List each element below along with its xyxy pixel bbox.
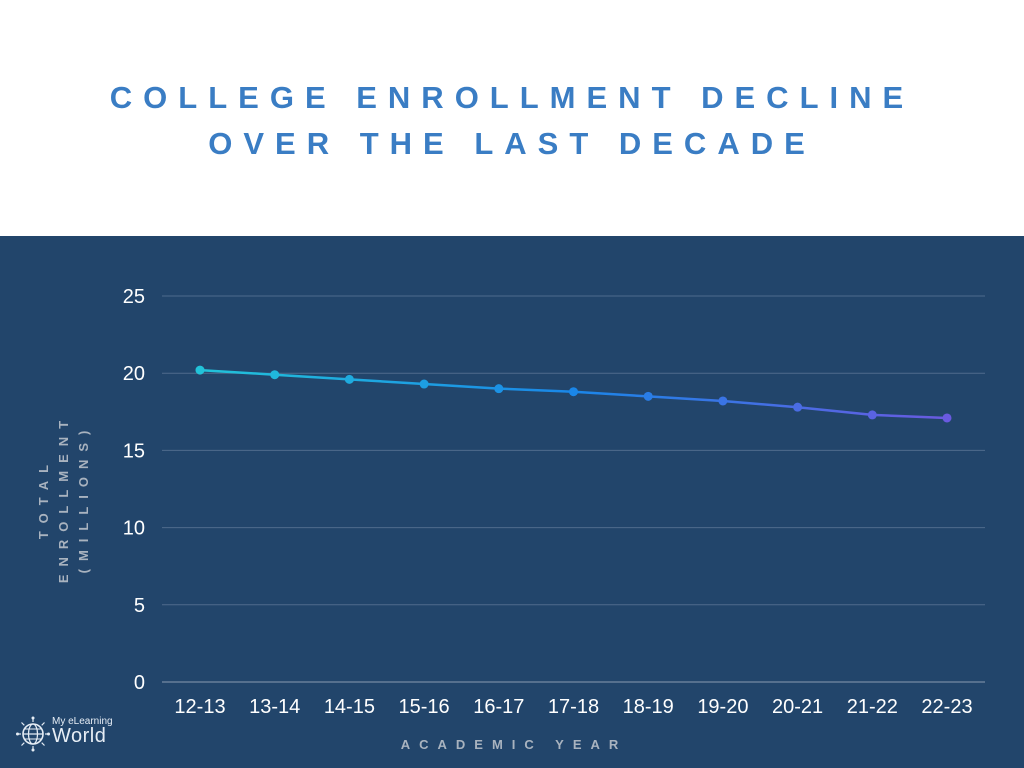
y-axis-title-line: (MILLIONS) (76, 423, 91, 574)
y-axis-title-line: TOTAL (36, 457, 51, 539)
data-point (793, 402, 803, 412)
data-point (344, 374, 354, 384)
x-axis-title: ACADEMIC YEAR (401, 737, 628, 752)
y-tick-label: 25 (123, 286, 145, 308)
series-points (195, 365, 952, 423)
chart-title-line-2: OVER THE LAST DECADE (208, 126, 816, 161)
title-area: COLLEGE ENROLLMENT DECLINE OVER THE LAST… (0, 0, 1024, 236)
x-tick-label: 20-21 (772, 696, 823, 718)
y-tick-label: 5 (134, 595, 145, 617)
x-tick-label: 15-16 (399, 696, 450, 718)
x-tick-label: 21-22 (847, 696, 898, 718)
y-axis-title: TOTAL ENROLLMENT (MILLIONS) (36, 413, 91, 583)
y-tick-label: 20 (123, 363, 145, 385)
data-point (942, 413, 952, 423)
x-tick-label: 18-19 (623, 696, 674, 718)
data-point (419, 379, 429, 389)
brand-logo: My eLearning World (16, 716, 136, 752)
x-tick-label: 22-23 (921, 696, 972, 718)
brand-name-big: World (52, 725, 107, 747)
grid-lines (162, 295, 985, 683)
data-point (643, 391, 653, 401)
globe-icon (16, 716, 50, 752)
y-axis-title-line: ENROLLMENT (56, 413, 71, 583)
x-tick-label: 17-18 (548, 696, 599, 718)
x-tick-label: 19-20 (697, 696, 748, 718)
x-tick-label: 13-14 (249, 696, 300, 718)
chart-panel (0, 236, 1024, 768)
chart-title-line-1: COLLEGE ENROLLMENT DECLINE (109, 80, 915, 115)
x-tick-label: 14-15 (324, 696, 375, 718)
brand-name-small: My eLearning (52, 716, 113, 727)
x-tick-label: 16-17 (473, 696, 524, 718)
y-tick-label: 10 (123, 518, 145, 540)
data-point (867, 410, 877, 420)
data-point (718, 396, 728, 406)
data-point (494, 384, 504, 394)
data-point (270, 370, 280, 380)
y-axis-ticks: 0 5 10 15 20 25 (123, 286, 145, 694)
data-point (195, 365, 205, 375)
y-tick-label: 0 (134, 672, 145, 694)
x-tick-label: 12-13 (174, 696, 225, 718)
x-axis-ticks: 12-13 13-14 14-15 15-16 16-17 17-18 18-19 19-20… (174, 696, 972, 718)
data-point (569, 387, 578, 397)
y-tick-label: 15 (123, 440, 145, 462)
